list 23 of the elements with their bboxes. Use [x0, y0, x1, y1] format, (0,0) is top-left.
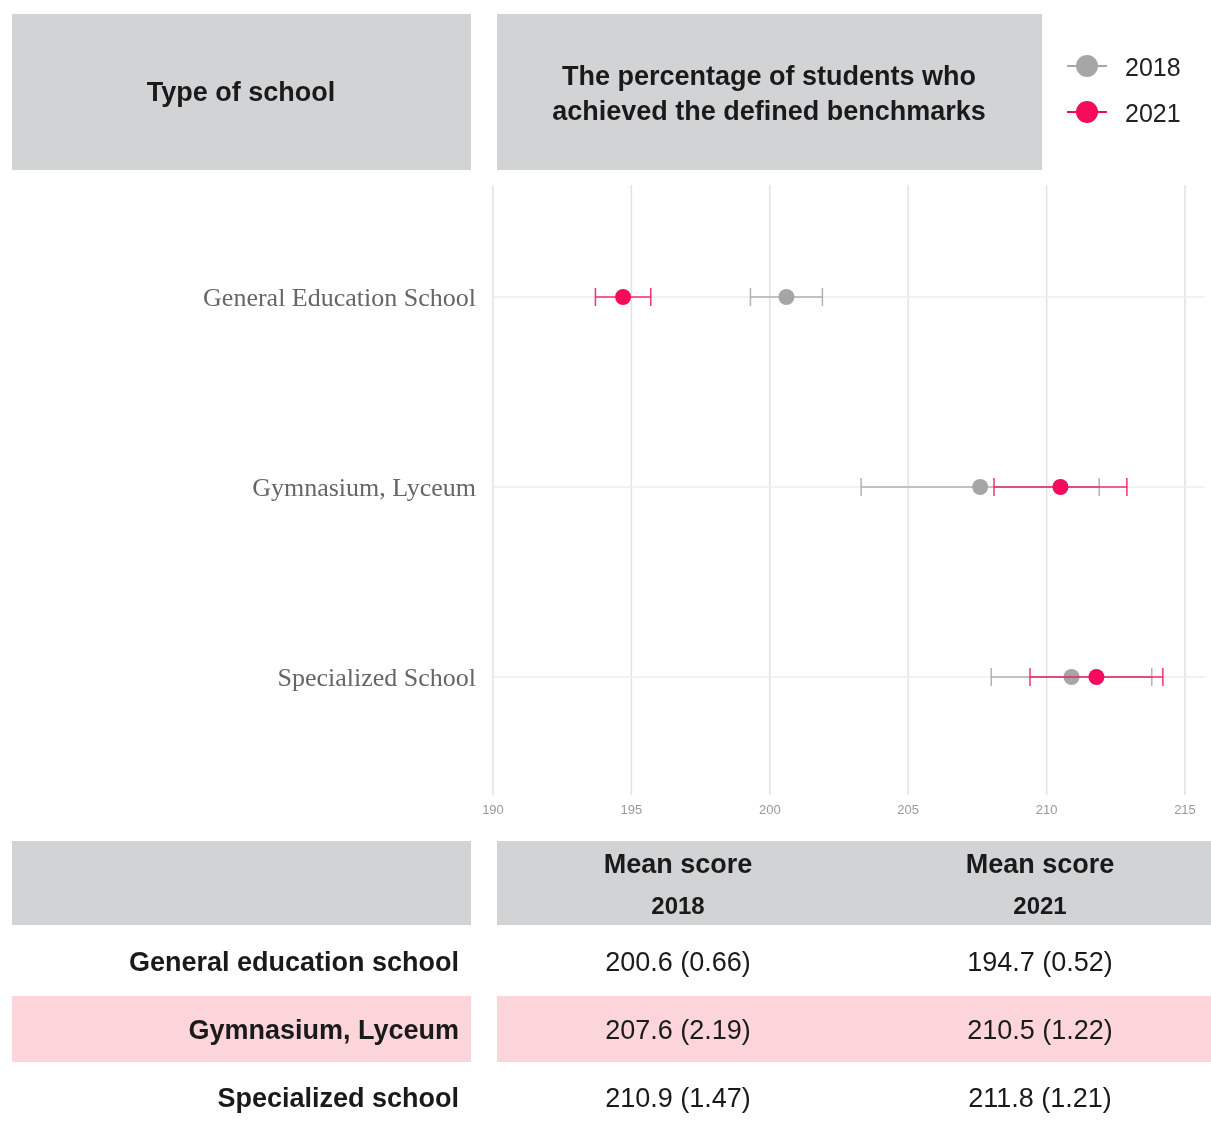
y-tick-label: Specialized School: [277, 663, 476, 692]
text: 207.6 (2.19): [605, 1015, 751, 1045]
text: 211.8 (1.21): [968, 1083, 1112, 1113]
y-axis-title: Type of school: [146, 77, 336, 107]
text: 194.7 (0.52): [967, 947, 1113, 977]
y-tick-label: General Education School: [203, 283, 476, 312]
legend-label: 2021: [1125, 99, 1181, 127]
x-tick-label: 190: [482, 802, 504, 817]
text: Mean score 2018: [603, 849, 753, 919]
text: Specialized school: [217, 1083, 459, 1113]
x-tick-label: 205: [897, 802, 920, 817]
x-tick-label: 200: [758, 802, 781, 817]
x-tick-label: 215: [1174, 802, 1196, 817]
legend-label: 2018: [1125, 53, 1181, 81]
text: 210.9 (1.47): [605, 1083, 751, 1113]
text: 210.5 (1.22): [967, 1015, 1113, 1045]
chart-title: The percentage of students who achieved the defined benchmarks: [552, 61, 986, 126]
text: General education school: [128, 947, 459, 977]
y-tick-label: Gymnasium, Lyceum: [252, 473, 476, 502]
text: Mean score 2021: [965, 849, 1115, 919]
text: 200.6 (0.66): [605, 947, 751, 977]
x-tick-label: 195: [620, 802, 643, 817]
x-tick-label: 210: [1035, 802, 1058, 817]
